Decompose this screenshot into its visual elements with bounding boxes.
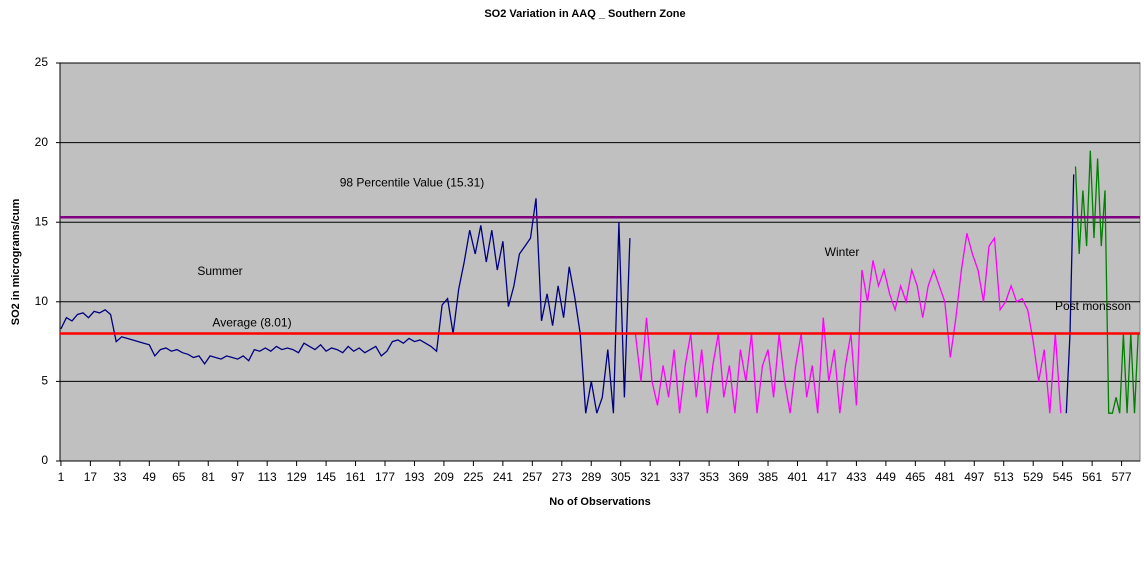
x-tick-label: 561 bbox=[1082, 470, 1102, 484]
reference-label: Average (8.01) bbox=[212, 316, 291, 330]
x-tick-label: 129 bbox=[287, 470, 307, 484]
chart-title: SO2 Variation in AAQ _ Southern Zone bbox=[484, 8, 685, 20]
y-tick-label: 15 bbox=[35, 214, 49, 228]
x-tick-label: 145 bbox=[316, 470, 336, 484]
x-tick-label: 385 bbox=[758, 470, 778, 484]
annotation: Winter bbox=[825, 245, 860, 259]
x-tick-label: 481 bbox=[935, 470, 955, 484]
x-tick-label: 353 bbox=[699, 470, 719, 484]
x-tick-label: 289 bbox=[581, 470, 601, 484]
x-tick-label: 465 bbox=[905, 470, 925, 484]
x-tick-label: 193 bbox=[404, 470, 424, 484]
y-tick-label: 0 bbox=[41, 453, 48, 467]
y-tick-label: 10 bbox=[35, 294, 49, 308]
x-tick-label: 81 bbox=[202, 470, 216, 484]
x-tick-label: 529 bbox=[1023, 470, 1043, 484]
x-tick-label: 273 bbox=[552, 470, 572, 484]
x-tick-label: 497 bbox=[964, 470, 984, 484]
x-tick-label: 305 bbox=[611, 470, 631, 484]
x-tick-label: 241 bbox=[493, 470, 513, 484]
x-tick-label: 321 bbox=[640, 470, 660, 484]
reference-label: 98 Percentile Value (15.31) bbox=[340, 175, 485, 189]
x-tick-label: 49 bbox=[143, 470, 157, 484]
x-tick-label: 545 bbox=[1053, 470, 1073, 484]
y-tick-label: 5 bbox=[41, 374, 48, 388]
x-tick-label: 369 bbox=[729, 470, 749, 484]
x-tick-label: 401 bbox=[787, 470, 807, 484]
series-line bbox=[634, 233, 1062, 414]
x-tick-label: 177 bbox=[375, 470, 395, 484]
x-tick-label: 257 bbox=[522, 470, 542, 484]
x-tick-label: 209 bbox=[434, 470, 454, 484]
annotation: Summer bbox=[197, 264, 242, 278]
x-tick-label: 225 bbox=[463, 470, 483, 484]
x-axis-title: No of Observations bbox=[549, 496, 650, 508]
x-tick-label: 113 bbox=[258, 470, 277, 484]
x-tick-label: 449 bbox=[876, 470, 896, 484]
x-tick-label: 513 bbox=[994, 470, 1014, 484]
y-tick-label: 20 bbox=[35, 135, 49, 149]
x-tick-label: 417 bbox=[817, 470, 837, 484]
x-tick-label: 17 bbox=[84, 470, 98, 484]
series-line bbox=[1074, 150, 1139, 414]
x-tick-label: 577 bbox=[1112, 470, 1132, 484]
y-axis-title: SO2 in micrograms/cum bbox=[10, 199, 22, 326]
plot-area bbox=[59, 62, 1141, 462]
x-tick-label: 1 bbox=[58, 470, 65, 484]
x-tick-label: 161 bbox=[346, 470, 366, 484]
x-tick-label: 33 bbox=[113, 470, 127, 484]
x-tick-label: 65 bbox=[172, 470, 186, 484]
y-tick-label: 25 bbox=[35, 55, 49, 69]
annotation: Post monsson bbox=[1055, 299, 1131, 313]
x-tick-label: 433 bbox=[846, 470, 866, 484]
x-tick-label: 97 bbox=[231, 470, 245, 484]
x-tick-label: 337 bbox=[670, 470, 690, 484]
